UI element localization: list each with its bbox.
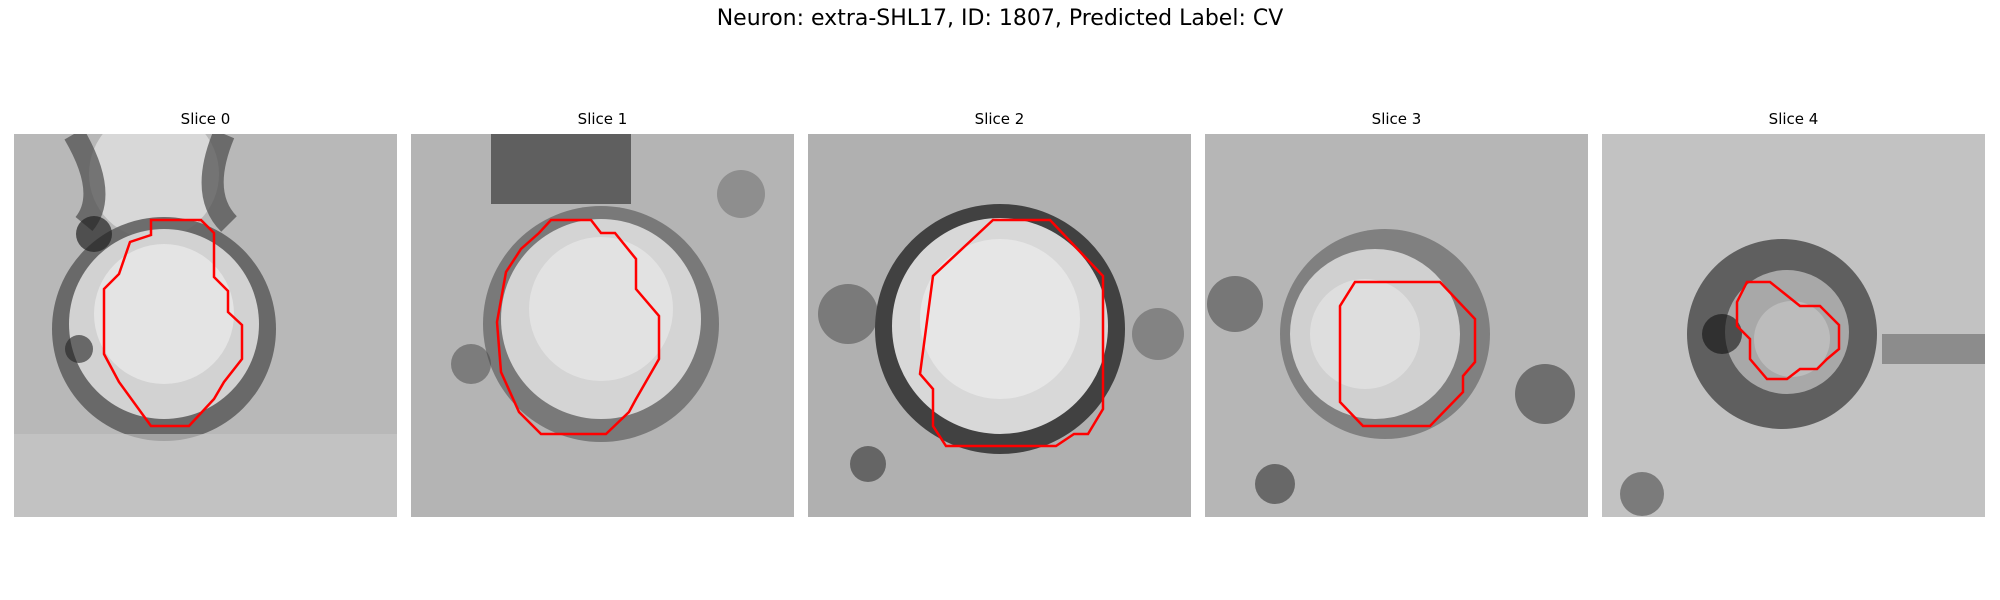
slice-title-1: Slice 1 xyxy=(411,108,794,130)
slice-image-2 xyxy=(808,134,1191,517)
slice-panel-1: Slice 1 xyxy=(411,108,794,517)
slice-panel-2: Slice 2 xyxy=(808,108,1191,517)
slice-image-0 xyxy=(14,134,397,517)
slice-title-4: Slice 4 xyxy=(1602,108,1985,130)
slice-image-4 xyxy=(1602,134,1985,517)
slice-panel-4: Slice 4 xyxy=(1602,108,1985,517)
slice-panel-0: Slice 0 xyxy=(14,108,397,517)
slice-title-3: Slice 3 xyxy=(1205,108,1588,130)
slice-image-1 xyxy=(411,134,794,517)
slice-panel-3: Slice 3 xyxy=(1205,108,1588,517)
figure-title: Neuron: extra-SHL17, ID: 1807, Predicted… xyxy=(0,6,2000,31)
slice-title-0: Slice 0 xyxy=(14,108,397,130)
slice-title-2: Slice 2 xyxy=(808,108,1191,130)
slice-image-3 xyxy=(1205,134,1588,517)
